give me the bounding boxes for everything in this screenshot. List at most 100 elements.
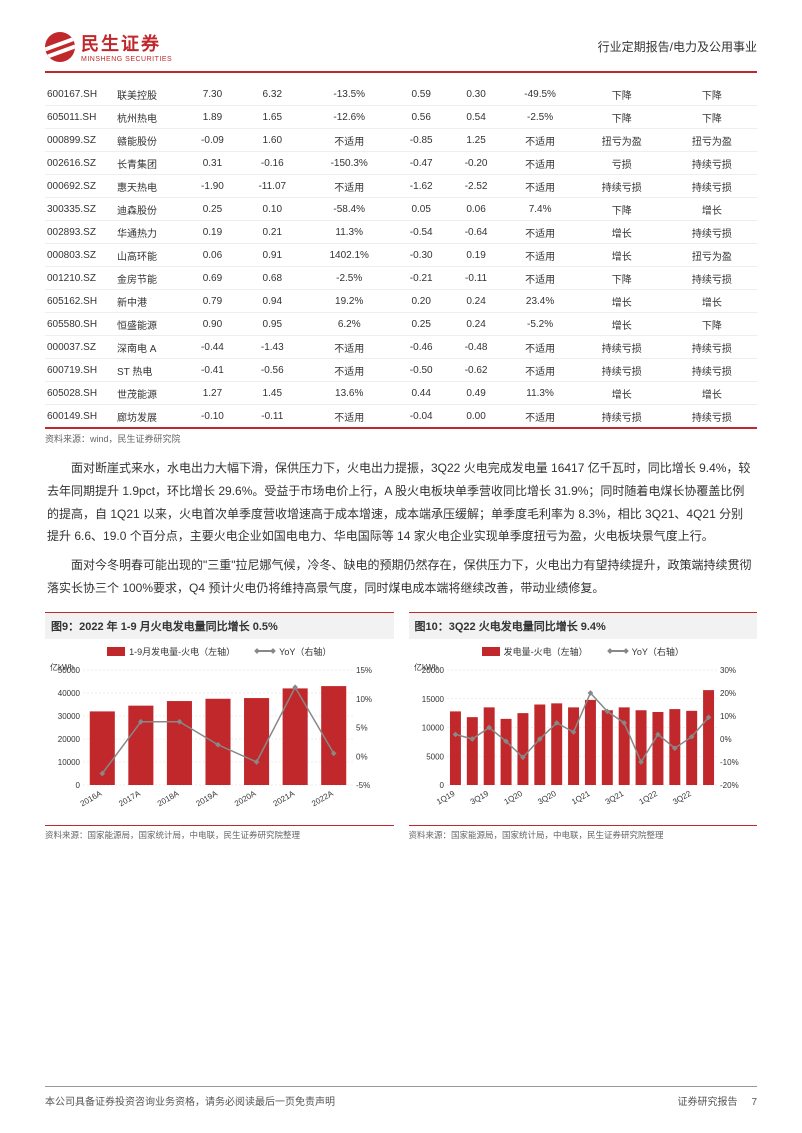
table-cell: 持续亏损 [667, 221, 757, 244]
svg-text:1Q22: 1Q22 [637, 788, 659, 806]
table-cell: 11.3% [504, 382, 577, 405]
chart-9-source: 资料来源：国家能源局，国家统计局，中电联，民生证券研究院整理 [45, 825, 394, 841]
table-cell: 1.27 [185, 382, 240, 405]
table-cell: 亏损 [577, 152, 667, 175]
chart-10-legend: 发电量-火电（左轴） YoY（右轴） [409, 639, 758, 660]
table-cell: 深南电 A [115, 336, 185, 359]
table-cell: -12.6% [305, 106, 394, 129]
table-cell: 0.79 [185, 290, 240, 313]
table-cell: 0.44 [394, 382, 449, 405]
svg-text:40000: 40000 [58, 689, 81, 698]
svg-text:3Q21: 3Q21 [603, 788, 625, 806]
svg-text:20000: 20000 [421, 666, 444, 675]
svg-text:3Q22: 3Q22 [671, 788, 693, 806]
table-cell: 增长 [577, 290, 667, 313]
header-category: 行业定期报告/电力及公用事业 [598, 38, 757, 55]
svg-text:2019A: 2019A [194, 788, 219, 808]
table-cell: -0.50 [394, 359, 449, 382]
table-cell: 增长 [577, 382, 667, 405]
table-cell: -5.2% [504, 313, 577, 336]
table-cell: 7.30 [185, 83, 240, 106]
legend-line-icon [608, 650, 628, 652]
table-cell: 0.05 [394, 198, 449, 221]
table-cell: 不适用 [305, 336, 394, 359]
table-cell: 迪森股份 [115, 198, 185, 221]
table-cell: -0.48 [449, 336, 504, 359]
legend-line-icon [255, 650, 275, 652]
svg-text:2017A: 2017A [117, 788, 142, 808]
table-cell: 赣能股份 [115, 129, 185, 152]
table-cell: 扭亏为盈 [577, 129, 667, 152]
table-cell: 持续亏损 [577, 336, 667, 359]
table-cell: 002893.SZ [45, 221, 115, 244]
table-cell: 0.24 [449, 290, 504, 313]
table-cell: 0.24 [449, 313, 504, 336]
chart-10-title: 图10：3Q22 火电发电量同比增长 9.4% [409, 612, 758, 639]
table-cell: -1.90 [185, 175, 240, 198]
table-cell: -0.21 [394, 267, 449, 290]
table-cell: 山高环能 [115, 244, 185, 267]
table-cell: 0.19 [185, 221, 240, 244]
table-cell: 不适用 [504, 244, 577, 267]
table-cell: 0.30 [449, 83, 504, 106]
table-cell: 0.95 [240, 313, 305, 336]
svg-text:2016A: 2016A [79, 788, 104, 808]
page-header: 民生证券 MINSHENG SECURITIES 行业定期报告/电力及公用事业 [45, 30, 757, 73]
table-cell: 0.19 [449, 244, 504, 267]
svg-text:0: 0 [439, 781, 444, 790]
table-cell: 下降 [577, 83, 667, 106]
table-cell: 7.4% [504, 198, 577, 221]
table-cell: -0.64 [449, 221, 504, 244]
table-cell: 605028.SH [45, 382, 115, 405]
table-cell: 不适用 [504, 175, 577, 198]
table-cell: 0.10 [240, 198, 305, 221]
svg-text:2022A: 2022A [310, 788, 335, 808]
table-cell: -0.11 [449, 267, 504, 290]
table-cell: -49.5% [504, 83, 577, 106]
table-cell: 0.59 [394, 83, 449, 106]
table-cell: 605162.SH [45, 290, 115, 313]
table-cell: -0.11 [240, 405, 305, 429]
footer-disclaimer: 本公司具备证券投资咨询业务资格，请务必阅读最后一页免责声明 [45, 1093, 335, 1108]
table-cell: 1402.1% [305, 244, 394, 267]
table-cell: -0.54 [394, 221, 449, 244]
table-cell: 不适用 [504, 359, 577, 382]
svg-text:0: 0 [76, 781, 81, 790]
svg-text:30%: 30% [720, 666, 736, 675]
table-cell: -58.4% [305, 198, 394, 221]
table-row: 000692.SZ惠天热电-1.90-11.07不适用-1.62-2.52不适用… [45, 175, 757, 198]
table-row: 600167.SH联美控股7.306.32-13.5%0.590.30-49.5… [45, 83, 757, 106]
svg-text:-20%: -20% [720, 781, 739, 790]
table-cell: 000803.SZ [45, 244, 115, 267]
table-cell: 持续亏损 [667, 359, 757, 382]
table-cell: 001210.SZ [45, 267, 115, 290]
table-cell: 11.3% [305, 221, 394, 244]
table-cell: -0.47 [394, 152, 449, 175]
table-cell: 0.25 [185, 198, 240, 221]
table-cell: -11.07 [240, 175, 305, 198]
table-cell: 0.00 [449, 405, 504, 429]
table-cell: 1.45 [240, 382, 305, 405]
table-row: 300335.SZ迪森股份0.250.10-58.4%0.050.067.4%下… [45, 198, 757, 221]
table-cell: 0.21 [240, 221, 305, 244]
table-cell: -2.5% [504, 106, 577, 129]
table-cell: 不适用 [504, 267, 577, 290]
paragraph-2: 面对今冬明春可能出现的"三重"拉尼娜气候，冷冬、缺电的预期仍然存在，保供压力下，… [45, 554, 757, 600]
table-cell: 0.25 [394, 313, 449, 336]
chart-9-legend-bar: 1-9月发电量-火电（左轴） [129, 645, 235, 658]
chart-10-legend-bar: 发电量-火电（左轴） [504, 645, 588, 658]
svg-text:0%: 0% [720, 735, 732, 744]
table-cell: 0.54 [449, 106, 504, 129]
table-cell: -1.43 [240, 336, 305, 359]
table-cell: 持续亏损 [577, 175, 667, 198]
svg-text:10%: 10% [356, 695, 372, 704]
table-cell: 不适用 [504, 336, 577, 359]
footer-page-number: 7 [751, 1097, 757, 1108]
svg-text:10%: 10% [720, 712, 736, 721]
table-cell: 6.32 [240, 83, 305, 106]
table-cell: 600167.SH [45, 83, 115, 106]
logo: 民生证券 MINSHENG SECURITIES [45, 30, 172, 63]
table-cell: 19.2% [305, 290, 394, 313]
table-cell: 不适用 [504, 405, 577, 429]
svg-text:1Q19: 1Q19 [434, 788, 456, 806]
